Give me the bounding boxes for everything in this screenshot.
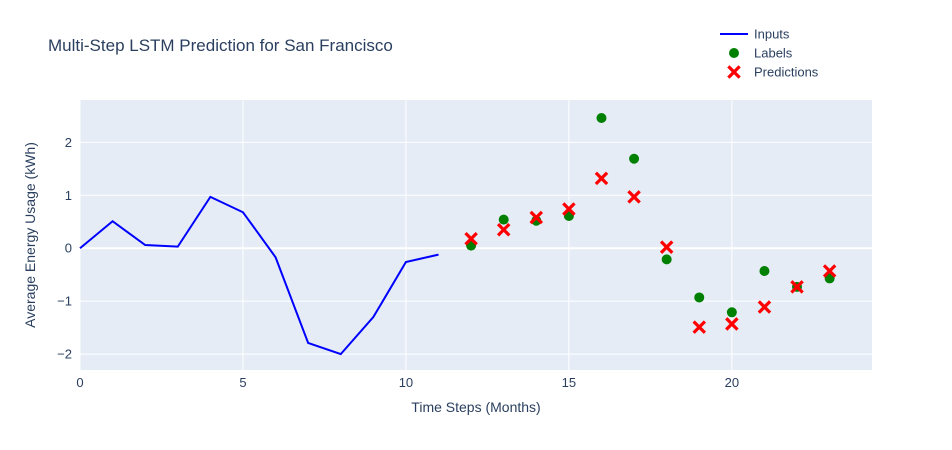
x-tick-label: 0 — [76, 375, 83, 390]
y-tick-label: 2 — [65, 135, 72, 150]
legend[interactable]: Inputs Labels Predictions — [720, 27, 819, 80]
predictions-point — [725, 317, 739, 331]
labels-point — [694, 292, 705, 303]
legend-item-labels[interactable]: Labels — [729, 46, 793, 61]
predictions-point — [529, 210, 544, 225]
legend-item-predictions[interactable]: Predictions — [727, 65, 819, 80]
predictions-point — [627, 190, 641, 204]
predictions-point — [659, 240, 674, 254]
predictions-point — [496, 222, 511, 237]
axis-ticks: 0 5 10 15 20 −2 −1 0 1 2 — [57, 135, 739, 390]
legend-label: Predictions — [754, 65, 819, 80]
labels-point — [498, 214, 509, 225]
y-tick-label: −1 — [57, 294, 72, 309]
legend-label: Labels — [754, 46, 793, 61]
inputs-line — [79, 195, 439, 356]
y-tick-label: 1 — [65, 188, 72, 203]
labels-point — [726, 307, 737, 318]
series-layer — [79, 113, 837, 356]
y-tick-label: 0 — [65, 241, 72, 256]
predictions-point — [757, 300, 772, 314]
predictions-point — [790, 280, 804, 294]
x-tick-label: 5 — [239, 375, 246, 390]
x-tick-label: 10 — [399, 375, 413, 390]
grid-lines — [79, 100, 872, 370]
x-tick-label: 15 — [562, 375, 576, 390]
predictions-point — [562, 202, 576, 216]
labels-point — [759, 266, 770, 276]
y-tick-label: −2 — [57, 347, 72, 362]
predictions-point — [594, 171, 609, 186]
predictions-point — [464, 231, 478, 246]
x-tick-label: 20 — [725, 375, 739, 390]
labels-point — [824, 273, 835, 284]
labels-point — [596, 113, 607, 123]
labels-point — [629, 153, 640, 164]
labels-point — [661, 254, 672, 265]
legend-swatch — [729, 48, 739, 58]
y-axis-title: Average Energy Usage (kWh) — [22, 142, 38, 328]
predictions-point — [692, 320, 707, 334]
legend-item-inputs[interactable]: Inputs — [720, 27, 790, 42]
legend-label: Inputs — [754, 27, 790, 42]
legend-swatch — [727, 65, 741, 79]
chart-title: Multi-Step LSTM Prediction for San Franc… — [48, 36, 393, 55]
predictions-point — [822, 264, 837, 278]
x-axis-title: Time Steps (Months) — [411, 399, 540, 415]
